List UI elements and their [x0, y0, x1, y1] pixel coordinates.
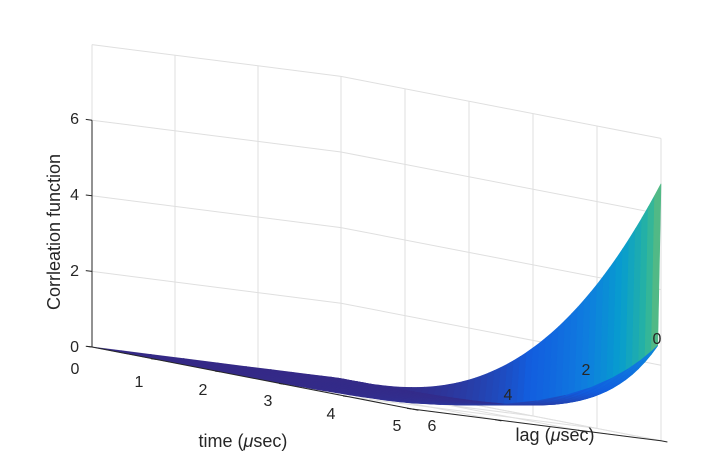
axis-line — [342, 395, 349, 398]
x-tick-label: 0 — [71, 361, 80, 378]
axis-line — [406, 407, 413, 410]
z-tick-label: 6 — [70, 111, 79, 128]
grid-line — [340, 151, 662, 215]
axis-line — [411, 408, 662, 442]
z-axis-label: Corrleation function — [44, 154, 64, 310]
grid-line — [340, 75, 662, 139]
correlation-surface — [91, 183, 662, 406]
axis-line — [85, 270, 93, 272]
x-tick-label: 4 — [327, 406, 336, 423]
x-tick-label: 5 — [393, 418, 402, 435]
axis-line — [278, 383, 285, 385]
axis-line — [85, 194, 93, 197]
y-tick-label: 0 — [653, 331, 662, 348]
y-tick-label: 2 — [582, 362, 591, 379]
x-tick-labels: 0 1 2 3 4 5 — [71, 361, 402, 435]
axes-lines — [85, 118, 668, 443]
z-tick-label: 4 — [70, 187, 79, 204]
y-tick-label: 6 — [428, 418, 437, 435]
axis-line — [577, 429, 585, 432]
y-tick-labels: 0 2 4 6 — [428, 331, 662, 435]
surface-patch — [405, 402, 442, 405]
y-axis-label: lag (μsec) — [516, 425, 595, 445]
grid-line — [91, 195, 342, 229]
grid-line — [91, 119, 342, 153]
z-tick-labels: 0 2 4 6 — [70, 111, 79, 356]
x-tick-label: 2 — [199, 382, 208, 399]
axis-line — [85, 118, 93, 121]
y-tick-label: 4 — [504, 387, 513, 404]
x-axis-label: time (μsec) — [199, 431, 288, 451]
z-tick-label: 0 — [70, 339, 79, 356]
axis-line — [150, 358, 157, 360]
axis-line — [214, 370, 221, 373]
z-tick-label: 2 — [70, 263, 79, 280]
x-tick-label: 3 — [264, 393, 273, 410]
x-tick-label: 1 — [135, 374, 144, 391]
axis-line — [494, 419, 502, 422]
axis-line — [85, 345, 93, 348]
axis-line — [411, 408, 419, 411]
grid-line — [91, 44, 342, 77]
axis-line — [91, 346, 413, 410]
axis-line — [660, 440, 668, 443]
grid-line — [347, 396, 598, 429]
grid-line — [91, 270, 342, 304]
